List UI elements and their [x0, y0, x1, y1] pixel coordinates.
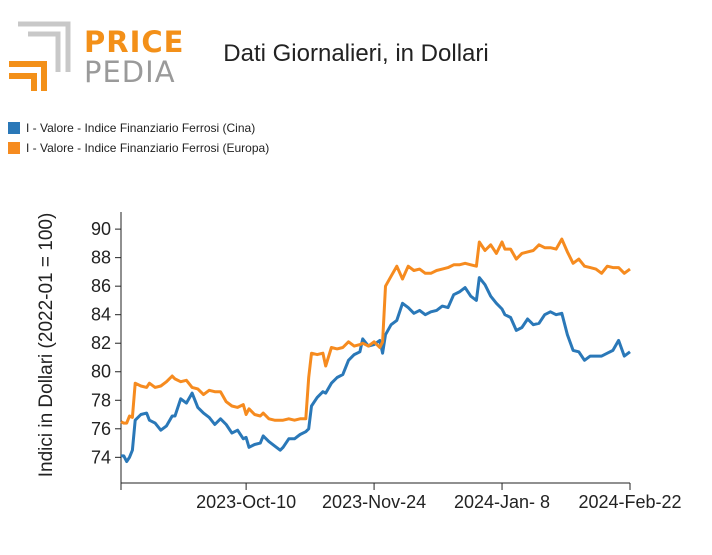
legend-label-cina: I - Valore - Indice Finanziario Ferrosi …	[26, 121, 256, 135]
legend-item-europa[interactable]: I - Valore - Indice Finanziario Ferrosi …	[8, 138, 269, 158]
y-tick-label: 82	[91, 333, 111, 353]
legend-label-europa: I - Valore - Indice Finanziario Ferrosi …	[26, 141, 270, 155]
y-tick-label: 86	[91, 276, 111, 296]
y-tick-label: 84	[91, 305, 111, 325]
x-tick-label: 2023-Oct-10	[196, 492, 296, 512]
y-tick-label: 78	[91, 390, 111, 410]
series-line-cina	[121, 276, 631, 464]
chart-axes: 74 76 78 80 82 84 86 88 90 2023-Oct-10 2023-Nov-24…	[91, 212, 682, 512]
legend-swatch-cina	[8, 122, 20, 134]
y-tick-label: 80	[91, 362, 111, 382]
y-axis-label: Indici in Dollari (2022-01 = 100)	[36, 213, 57, 478]
legend: I - Valore - Indice Finanziario Ferrosi …	[8, 118, 269, 158]
y-tick-label: 74	[91, 447, 111, 467]
x-tick-label: 2024-Jan- 8	[454, 492, 550, 512]
y-tick-label: 76	[91, 419, 111, 439]
logo-text-price: PRICE	[84, 25, 185, 59]
series-line-europa	[120, 237, 631, 425]
x-tick-label: 2023-Nov-24	[322, 492, 426, 512]
legend-swatch-europa	[8, 142, 20, 154]
legend-item-cina[interactable]: I - Valore - Indice Finanziario Ferrosi …	[8, 118, 269, 138]
x-tick-label: 2024-Feb-22	[578, 492, 681, 512]
logo-text-pedia: PEDIA	[84, 55, 176, 89]
logo-mark-icon	[9, 21, 71, 91]
chart-series	[120, 237, 631, 464]
y-tick-label: 90	[91, 219, 111, 239]
pricepedia-logo: PRICE PEDIA	[6, 18, 183, 92]
y-tick-label: 88	[91, 248, 111, 268]
chart-title-text: Dati Giornalieri, in Dollari	[223, 40, 489, 67]
chart-title: Dati Giornalieri, in Dollari	[0, 40, 712, 68]
